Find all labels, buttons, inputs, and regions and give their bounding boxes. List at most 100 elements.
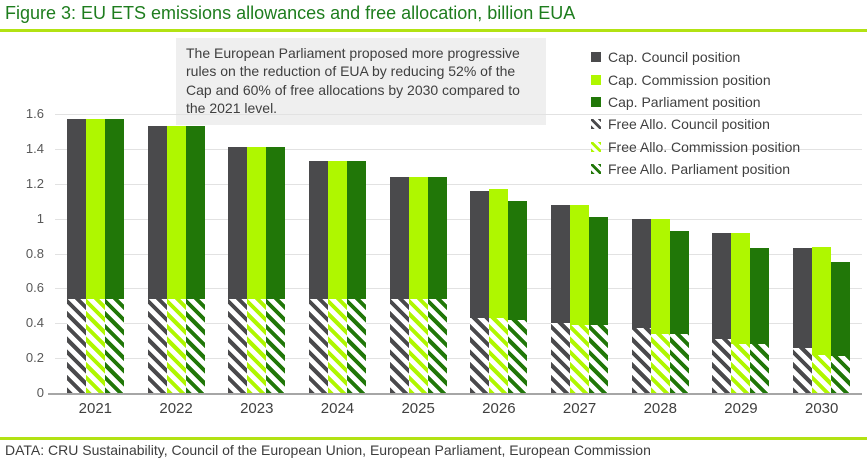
free-allocation-segment: [104, 298, 124, 393]
free-allocation-segment: [470, 318, 490, 393]
cap-segment: [470, 190, 490, 319]
x-tick-label-2024: 2024: [320, 400, 355, 417]
bar-2028-commission: [650, 218, 670, 393]
cap-segment: [228, 147, 248, 299]
bar-group-2028: [620, 114, 701, 393]
x-axis: 2021 2022 2023 2024 2025 2026 2027 2028 2029 2030: [55, 400, 862, 417]
free-allocation-segment: [185, 298, 205, 393]
y-tick-label-1.6: 1.6: [25, 106, 44, 121]
bar-2030-parliament: [831, 262, 851, 393]
cap-segment: [166, 126, 186, 299]
cap-segment: [812, 246, 832, 355]
plot-area: [55, 114, 862, 393]
y-tick-label-0.4: 0.4: [25, 315, 44, 331]
bar-2029-commission: [731, 232, 751, 393]
bar-2029-council: [712, 232, 732, 393]
free-allocation-segment: [389, 298, 409, 393]
free-allocation-segment: [266, 298, 286, 393]
bar-2028-parliament: [669, 230, 689, 393]
bar-2027-parliament: [589, 216, 609, 393]
bar-group-2022: [136, 114, 217, 393]
x-tick-label-2029: 2029: [724, 400, 758, 417]
bar-2023-parliament: [266, 147, 286, 393]
gridline-1.4: [55, 148, 862, 150]
legend-label: Cap. Council position: [608, 49, 741, 66]
free-allocation-segment: [346, 298, 366, 393]
y-tick-label-1.4: 1.4: [25, 140, 44, 156]
cap-segment: [346, 161, 366, 299]
bar-2021-parliament: [104, 119, 124, 393]
free-allocation-segment: [247, 298, 267, 393]
x-tick-label-2022: 2022: [159, 400, 193, 417]
free-allocation-segment: [650, 333, 670, 393]
bar-2022-commission: [166, 126, 186, 393]
y-tick-label-1.2: 1.2: [25, 175, 44, 191]
bar-2025-parliament: [427, 176, 447, 393]
free-allocation-segment: [147, 298, 167, 393]
y-tick-label-0.8: 0.8: [25, 245, 44, 261]
bar-2029-parliament: [750, 248, 770, 393]
bar-2021-council: [66, 119, 86, 393]
cap-segment: [247, 147, 267, 299]
bar-2024-parliament: [346, 161, 366, 393]
cap-segment: [185, 126, 205, 299]
free-allocation-segment: [589, 325, 609, 393]
data-source: DATA: CRU Sustainability, Council of the…: [5, 442, 651, 458]
bar-2026-council: [470, 190, 490, 393]
gridline-0.4: [55, 323, 862, 325]
cap-segment: [551, 204, 571, 324]
legend-label: Cap. Parliament position: [608, 93, 761, 110]
cap-segment: [669, 230, 689, 334]
bar-group-2021: [55, 114, 136, 393]
bar-2025-council: [389, 176, 409, 393]
legend-item-free-allo-parliament: Free Allo. Parliament position: [591, 158, 800, 180]
bar-2026-commission: [489, 188, 509, 393]
free-allocation-segment: [731, 344, 751, 393]
cap-segment: [427, 176, 447, 299]
bar-group-2027: [539, 114, 620, 393]
free-allocation-segment: [166, 298, 186, 393]
bar-2026-parliament: [508, 201, 528, 393]
cap-segment: [327, 161, 347, 299]
bar-group-2023: [216, 114, 297, 393]
gridline-0.2: [55, 358, 862, 360]
free-allocation-segment: [327, 298, 347, 393]
bar-group-2029: [701, 114, 782, 393]
cap-segment: [793, 248, 813, 348]
bar-2024-commission: [327, 161, 347, 393]
title-underline: [0, 29, 867, 32]
solid-swatch-icon: [591, 52, 601, 63]
cap-segment: [631, 218, 651, 329]
legend-item-free-allo-commission: Free Allo. Commission position: [591, 136, 800, 158]
legend-label: Free Allo. Commission position: [608, 138, 801, 155]
free-allocation-segment: [408, 298, 428, 393]
page-title: Figure 3: EU ETS emissions allowances an…: [5, 3, 576, 23]
cap-segment: [489, 188, 509, 319]
bar-2021-commission: [85, 119, 105, 393]
free-allocation-segment: [308, 298, 328, 393]
y-tick-label-0.2: 0.2: [25, 350, 44, 366]
free-allocation-segment: [712, 338, 732, 393]
free-allocation-segment: [669, 333, 689, 393]
cap-segment: [589, 216, 609, 325]
hatched-swatch-icon: [591, 164, 601, 175]
cap-segment: [104, 119, 124, 299]
free-allocation-segment: [427, 298, 447, 393]
free-allocation-segment: [631, 328, 651, 393]
free-allocation-segment: [228, 298, 248, 393]
bar-2022-council: [147, 126, 167, 393]
x-tick-label-2027: 2027: [562, 400, 597, 417]
free-allocation-segment: [750, 344, 770, 393]
bar-group-2030: [781, 114, 862, 393]
cap-segment: [712, 232, 732, 339]
cap-segment: [147, 126, 167, 299]
free-allocation-segment: [812, 354, 832, 393]
legend-item-cap-council: Cap. Council position: [591, 46, 800, 68]
bar-2030-council: [793, 248, 813, 393]
x-tick-label-2030: 2030: [804, 400, 839, 417]
bar-2025-commission: [408, 176, 428, 393]
free-allocation-segment: [85, 298, 105, 393]
x-tick-label-2026: 2026: [482, 400, 516, 417]
cap-segment: [508, 201, 528, 320]
